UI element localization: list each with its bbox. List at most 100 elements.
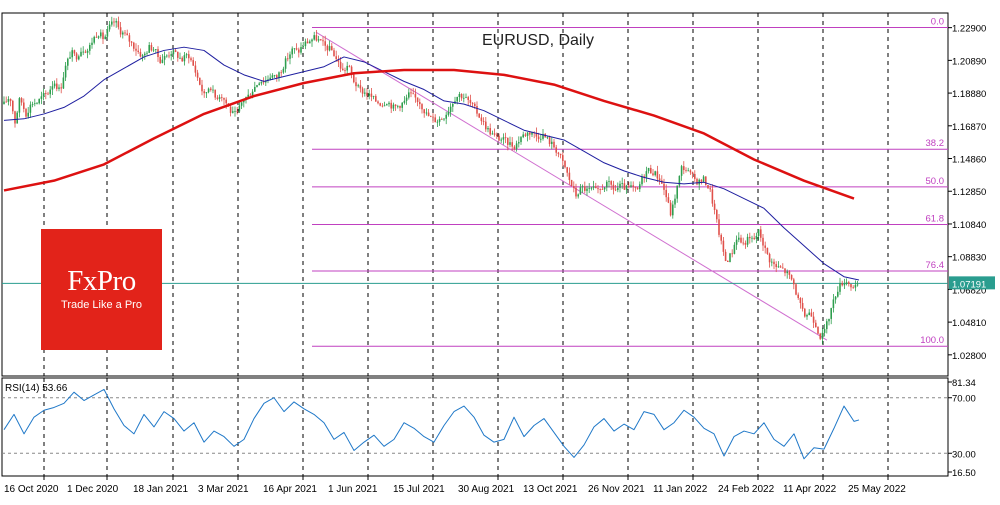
candle-body	[687, 170, 689, 172]
x-tick-label: 26 Nov 2021	[588, 484, 645, 495]
candle-body	[133, 42, 135, 49]
candle-body	[64, 65, 67, 78]
candle-body	[405, 97, 408, 101]
candle-body	[487, 128, 489, 130]
candle-body	[45, 93, 47, 94]
candle-body	[665, 189, 667, 198]
candle-body	[634, 186, 637, 188]
candle-body	[658, 178, 661, 181]
candle-body	[804, 308, 806, 317]
candle-body	[645, 171, 648, 178]
candle-body	[331, 46, 333, 51]
candle-body	[608, 181, 610, 182]
candle-body	[60, 87, 62, 89]
candle-body	[337, 59, 340, 62]
candle-body	[238, 105, 241, 112]
candle-body	[672, 204, 674, 216]
candle-body	[108, 24, 111, 30]
candle-body	[667, 197, 670, 203]
candle-body	[150, 45, 153, 51]
candle-body	[568, 172, 571, 180]
candle-body	[126, 33, 128, 36]
candle-body	[155, 49, 157, 50]
candle-body	[562, 155, 564, 161]
candle-body	[674, 198, 676, 205]
candle-body	[689, 170, 692, 173]
chart-title: EURUSD, Daily	[482, 32, 594, 49]
candle-body	[614, 189, 617, 191]
candle-body	[20, 98, 23, 103]
candle-body	[359, 85, 362, 89]
candle-body	[760, 229, 762, 238]
candle-body	[383, 105, 386, 107]
candle-body	[403, 100, 406, 103]
y-tick-label: 1.18880	[952, 89, 986, 100]
candle-body	[304, 41, 307, 47]
candle-body	[12, 100, 14, 112]
candle-body	[276, 75, 278, 78]
candle-body	[647, 167, 650, 172]
candle-body	[438, 118, 441, 122]
candle-body	[716, 209, 718, 220]
candle-body	[287, 58, 289, 60]
candle-body	[524, 134, 527, 136]
candle-body	[537, 136, 540, 140]
candle-body	[42, 93, 45, 97]
candle-body	[768, 253, 771, 263]
candle-body	[251, 91, 254, 96]
candle-body	[192, 60, 194, 66]
candle-body	[73, 50, 76, 54]
candle-body	[680, 166, 683, 176]
fib-level-label: 38.2	[926, 138, 945, 149]
candle-body	[460, 94, 463, 99]
candle-body	[724, 251, 727, 261]
candle-body	[357, 85, 359, 87]
candle-body	[586, 188, 588, 191]
candle-body	[298, 49, 300, 53]
candle-body	[5, 101, 7, 103]
candle-body	[31, 103, 34, 105]
candle-body	[179, 57, 181, 59]
candle-body	[518, 142, 520, 144]
candle-body	[555, 147, 557, 153]
candle-body	[397, 105, 399, 107]
candle-body	[581, 186, 584, 188]
candle-body	[212, 89, 214, 91]
candle-body	[53, 83, 56, 87]
candle-body	[216, 97, 219, 99]
candle-body	[366, 92, 368, 96]
candle-body	[711, 189, 714, 204]
candle-body	[229, 106, 232, 113]
candle-body	[566, 167, 568, 173]
candle-body	[669, 202, 672, 216]
y-tick-label: 1.12850	[952, 187, 986, 198]
candle-body	[293, 48, 296, 50]
candle-body	[350, 66, 353, 75]
candle-body	[75, 53, 78, 60]
price-label-box	[949, 276, 995, 290]
candle-body	[106, 29, 109, 37]
candle-body	[280, 72, 282, 74]
candle-body	[500, 139, 502, 141]
candle-body	[34, 103, 36, 105]
candle-body	[696, 178, 698, 185]
candle-body	[720, 234, 722, 241]
candle-body	[203, 91, 205, 94]
candle-body	[157, 49, 159, 58]
candle-body	[577, 194, 579, 197]
candle-body	[652, 173, 654, 176]
candle-body	[839, 283, 841, 292]
candle-body	[795, 284, 797, 295]
candle-body	[740, 237, 742, 243]
x-tick-label: 1 Dec 2020	[67, 484, 119, 495]
candle-body	[379, 103, 381, 106]
candle-body	[430, 116, 432, 117]
candle-body	[410, 92, 412, 94]
candle-body	[471, 102, 474, 104]
candle-body	[663, 183, 665, 190]
candle-body	[643, 176, 645, 178]
candle-body	[551, 141, 553, 145]
candle-body	[817, 327, 819, 334]
candle-body	[265, 80, 267, 83]
candle-body	[278, 72, 280, 78]
